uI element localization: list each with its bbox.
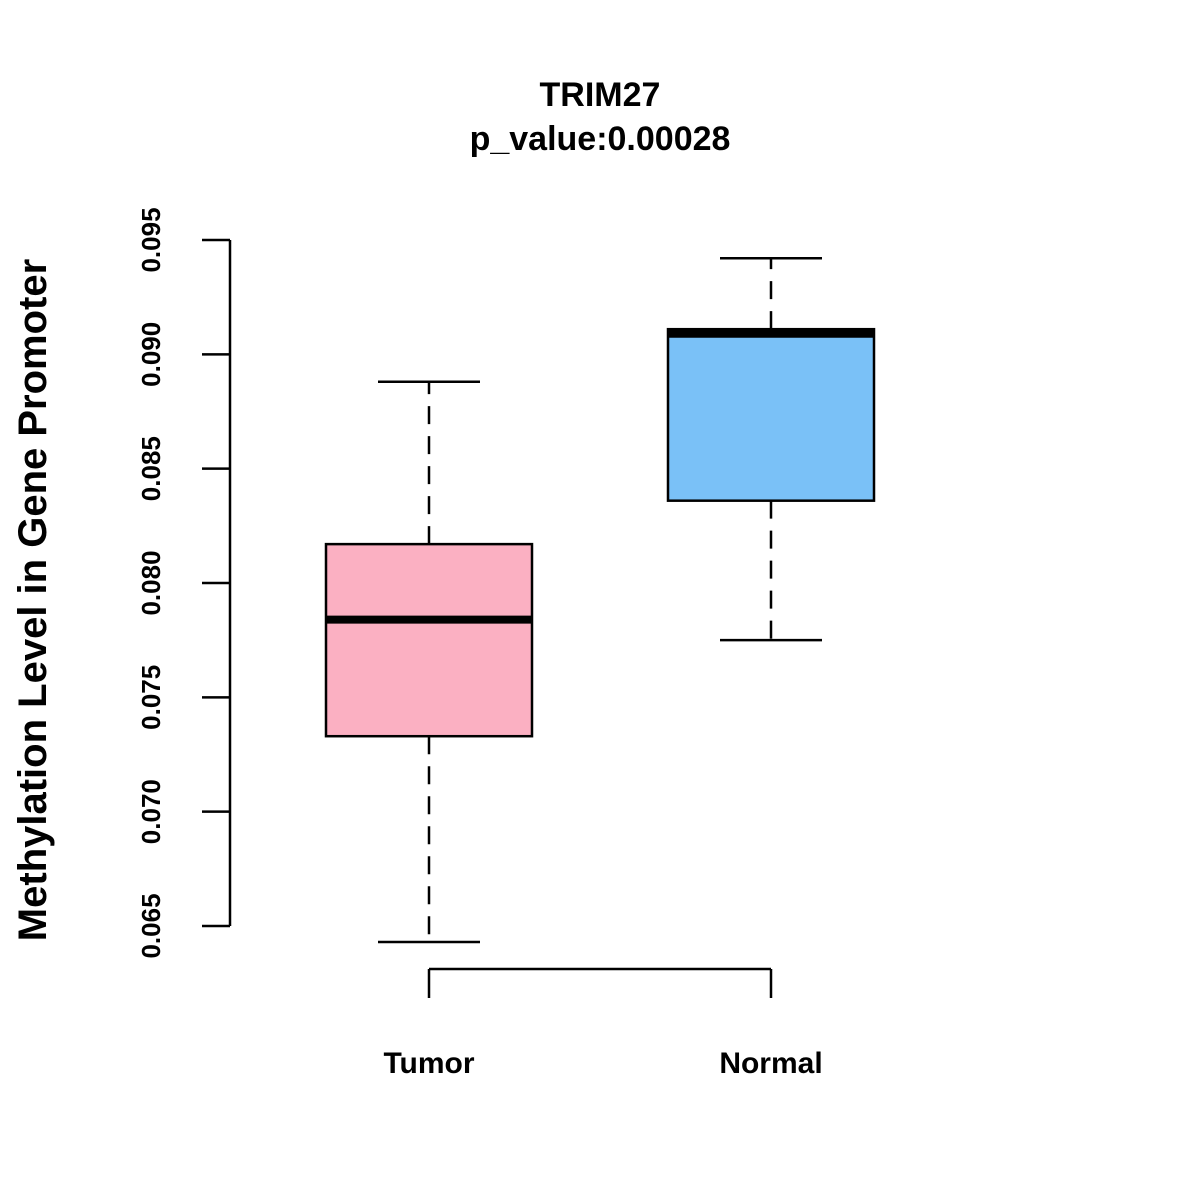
y-tick-label: 0.065 xyxy=(136,893,166,958)
y-tick-label: 0.080 xyxy=(136,550,166,615)
iqr-box xyxy=(666,327,876,502)
y-tick-label: 0.090 xyxy=(136,322,166,387)
y-tick-label: 0.075 xyxy=(136,665,166,730)
y-axis-label: Methylation Level in Gene Promoter xyxy=(11,259,55,941)
y-tick-label: 0.095 xyxy=(136,207,166,272)
x-tick-label-tumor: Tumor xyxy=(383,1047,474,1080)
boxes-group xyxy=(324,257,876,944)
box-normal xyxy=(666,257,876,642)
chart-title: TRIM27 xyxy=(540,76,661,114)
box-tumor xyxy=(324,380,534,944)
y-tick-label: 0.070 xyxy=(136,779,166,844)
iqr-box xyxy=(324,542,534,738)
x-axis: Tumor Normal xyxy=(383,967,823,1080)
chart-subtitle: p_value:0.00028 xyxy=(470,120,731,158)
y-axis: 0.065 0.070 0.075 0.080 0.085 0.090 0.095 xyxy=(136,207,232,959)
y-tick-label: 0.085 xyxy=(136,436,166,501)
x-tick-label-normal: Normal xyxy=(719,1047,822,1080)
